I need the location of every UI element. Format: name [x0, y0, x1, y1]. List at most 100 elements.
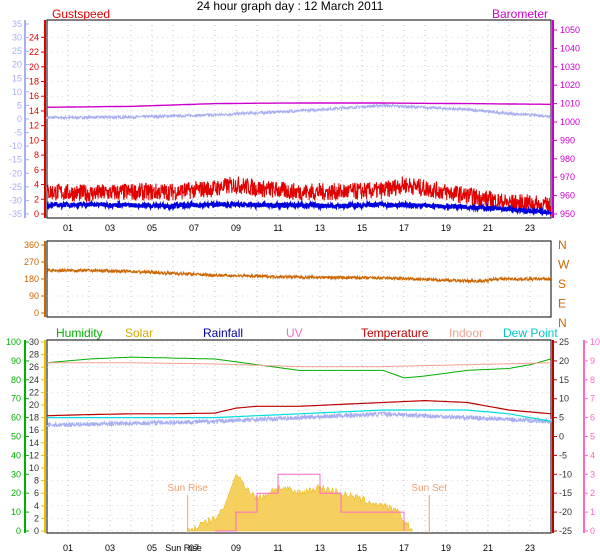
x-tick-label: 15: [357, 223, 367, 233]
x-tick-label: 11: [273, 543, 282, 553]
right-axis-tick-label: 970: [560, 172, 575, 182]
series-apparent-temperature-line: [46, 410, 552, 428]
uv-axis-tick-label: 9: [590, 356, 595, 366]
solar-axis-tick-label: 6: [34, 488, 39, 498]
series-uv-line: [215, 473, 405, 532]
uv-axis-tick-label: 0: [590, 526, 595, 536]
legend-rainfall: Rainfall: [203, 326, 243, 340]
x-tick-label: 03: [105, 543, 115, 553]
humidity-axis-tick-label: 40: [11, 450, 21, 460]
axes-layer: -35-30-25-20-15-10-505101520253035024681…: [6, 19, 600, 536]
solar-axis-tick-label: 12: [29, 450, 39, 460]
far-left-axis-tick-label: 30: [12, 33, 22, 43]
direction-compass-label: N: [558, 316, 567, 330]
legend-indoor: Indoor: [449, 326, 483, 340]
x-tick-label: 01: [63, 223, 73, 233]
temperature-axis-tick-label: 0: [559, 432, 564, 442]
uv-axis-tick-label: 8: [590, 375, 595, 385]
left-axis-tick-label: 8: [34, 150, 39, 160]
temperature-axis-tick-label: -20: [559, 507, 572, 517]
series-wind-direction-line: [46, 267, 552, 285]
x-tick-label: 21: [483, 223, 493, 233]
far-left-axis-tick-label: 5: [17, 100, 22, 110]
solar-axis-tick-label: 2: [34, 513, 39, 523]
left-axis-tick-label: 0: [34, 209, 39, 219]
far-left-axis-tick-label: -15: [9, 155, 22, 165]
far-left-axis-tick-label: 0: [17, 114, 22, 124]
right-axis-tick-label: 1040: [560, 43, 580, 53]
x-tick-label: 13: [315, 543, 325, 553]
left-axis-tick-label: 20: [29, 62, 39, 72]
uv-axis-tick-label: 3: [590, 469, 595, 479]
x-tick-label: 03: [105, 223, 115, 233]
solar-axis-tick-label: 16: [29, 425, 39, 435]
solar-axis-tick-label: 28: [29, 350, 39, 360]
direction-axis-tick-label: 180: [24, 274, 39, 284]
far-left-axis-tick-label: 20: [12, 60, 22, 70]
right-axis-tick-label: 960: [560, 191, 575, 201]
left-axis-tick-label: 2: [34, 194, 39, 204]
uv-axis-tick-label: 10: [590, 337, 600, 347]
right-axis-tick-label: 1000: [560, 117, 580, 127]
graph-title: 24 hour graph day : 12 March 2011: [197, 0, 384, 13]
solar-axis-tick-label: 20: [29, 400, 39, 410]
uv-axis-tick-label: 2: [590, 488, 595, 498]
x-axis-ticks: 01 03 05 07 09 11 13 15 17 19 21 23 01 03 05 07 09 11 13 15…: [63, 223, 535, 553]
right-axis-tick-label: 950: [560, 209, 575, 219]
left-axis-tick-label: 18: [29, 77, 39, 87]
right-axis-tick-label: 1020: [560, 80, 580, 90]
right-axis-tick-label: 1050: [560, 25, 580, 35]
x-tick-label: 19: [441, 223, 451, 233]
far-left-axis-tick-label: -25: [9, 182, 22, 192]
legend-humidity: Humidity: [56, 326, 103, 340]
series-barometer-line: [46, 102, 551, 108]
x-tick-label: 13: [315, 223, 325, 233]
solar-axis-tick-label: 14: [29, 438, 39, 448]
temperature-axis-tick-label: 10: [559, 394, 569, 404]
temperature-axis-tick-label: 25: [559, 337, 569, 347]
legend-solar: Solar: [125, 326, 153, 340]
far-left-axis-tick-label: -20: [9, 168, 22, 178]
series-temperature-line: [46, 399, 552, 417]
legend-dew-point: Dew Point: [503, 326, 558, 340]
x-tick-label: 09: [231, 543, 241, 553]
series-layer: Sun Rise Sun Set: [46, 102, 552, 533]
solar-axis-tick-label: 0: [34, 526, 39, 536]
far-left-axis-tick-label: -30: [9, 195, 22, 205]
series-humidity-line: [46, 356, 552, 379]
far-left-axis-tick-label: -35: [9, 209, 22, 219]
uv-axis-tick-label: 1: [590, 507, 595, 517]
left-axis-tick-label: 4: [34, 180, 39, 190]
humidity-axis-tick-label: 100: [6, 337, 21, 347]
humidity-axis-tick-label: 90: [11, 356, 21, 366]
far-left-axis-tick-label: 35: [12, 19, 22, 29]
humidity-axis-tick-label: 60: [11, 413, 21, 423]
solar-axis-tick-label: 18: [29, 413, 39, 423]
x-tick-label-sunrise: Sun Rise: [165, 543, 202, 553]
temperature-axis-tick-label: -5: [559, 450, 567, 460]
legend-temperature: Temperature: [361, 326, 429, 340]
direction-axis-tick-label: 90: [29, 291, 39, 301]
left-axis-tick-label: 22: [29, 47, 39, 57]
humidity-axis-tick-label: 50: [11, 432, 21, 442]
humidity-axis-tick-label: 80: [11, 375, 21, 385]
temperature-axis-tick-label: -10: [559, 469, 572, 479]
right-axis-tick-label: 980: [560, 154, 575, 164]
far-left-axis-tick-label: 10: [12, 87, 22, 97]
solar-axis-tick-label: 4: [34, 501, 39, 511]
far-left-axis-tick-label: 15: [12, 73, 22, 83]
solar-axis-tick-label: 8: [34, 476, 39, 486]
solar-axis-tick-label: 10: [29, 463, 39, 473]
x-tick-label: 09: [231, 223, 241, 233]
series-gustspeed-line: [46, 176, 552, 217]
humidity-axis-tick-label: 20: [11, 488, 21, 498]
legend-barometer: Barometer: [492, 7, 548, 21]
sun-rise-label: Sun Rise: [167, 483, 208, 494]
series-dew-point-line: [47, 409, 552, 422]
series-solar-area: [187, 473, 413, 532]
sun-set-label: Sun Set: [411, 483, 447, 494]
series-wind-average-line: [46, 199, 552, 217]
direction-compass-label: W: [558, 258, 570, 272]
solar-axis-tick-label: 30: [29, 337, 39, 347]
direction-compass-label: E: [558, 297, 566, 311]
